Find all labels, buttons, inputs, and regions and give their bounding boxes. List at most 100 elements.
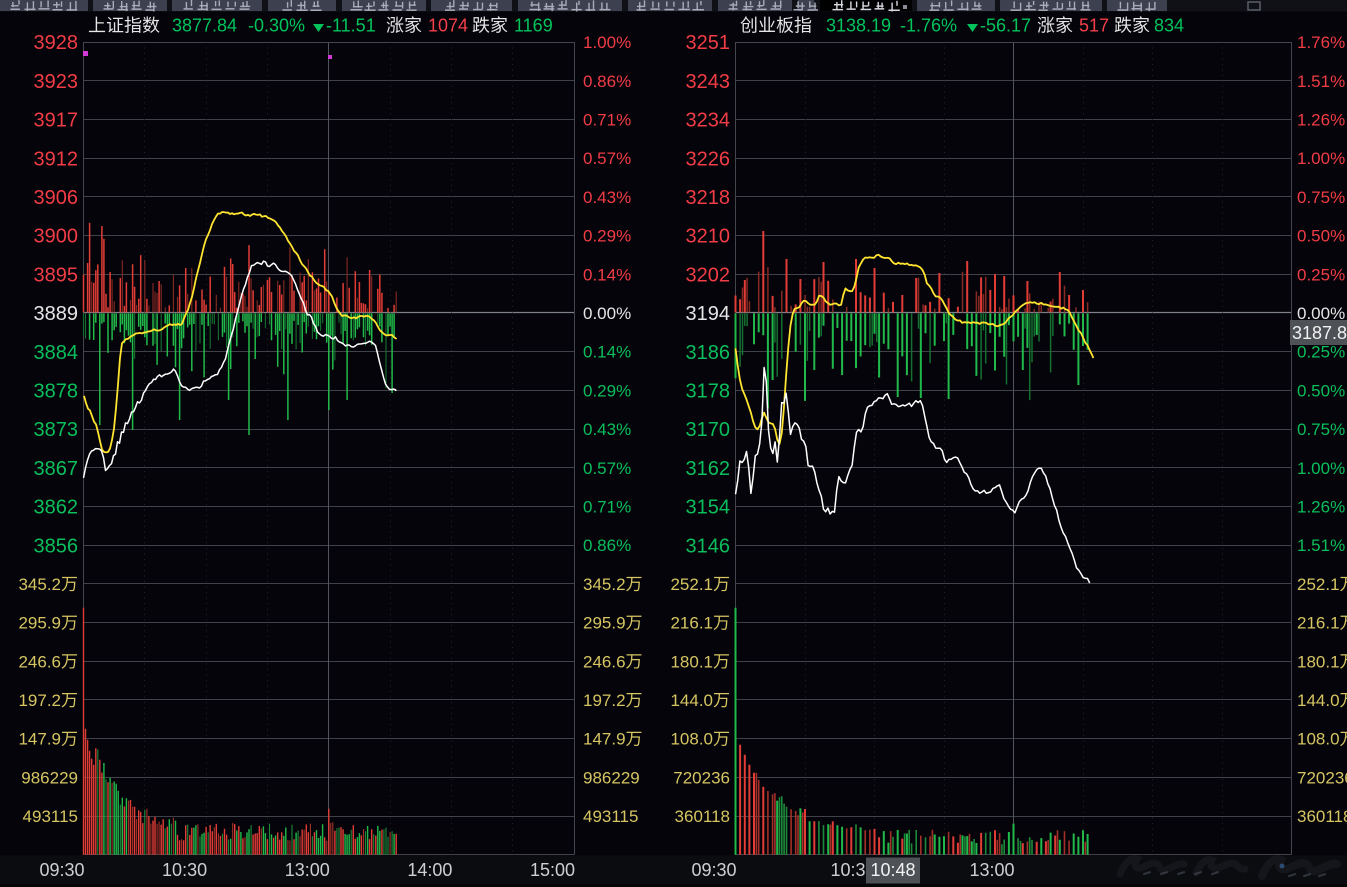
- svg-text:1074: 1074: [428, 16, 468, 36]
- svg-text:147.9: 147.9: [583, 730, 626, 749]
- svg-text:0.29%: 0.29%: [583, 227, 631, 246]
- svg-text:15:00: 15:00: [530, 860, 575, 880]
- svg-text:147.9: 147.9: [18, 730, 61, 749]
- svg-text:1.00%: 1.00%: [583, 33, 631, 52]
- svg-text:3884: 3884: [34, 342, 79, 364]
- svg-text:3923: 3923: [34, 71, 79, 93]
- svg-text:0.50%: 0.50%: [1297, 381, 1345, 400]
- svg-text:0.25%: 0.25%: [1297, 265, 1345, 284]
- svg-text:3862: 3862: [34, 497, 79, 519]
- svg-text:3162: 3162: [686, 458, 731, 480]
- svg-text:-56.17: -56.17: [980, 16, 1031, 36]
- svg-text:3912: 3912: [34, 148, 79, 170]
- svg-text:14:00: 14:00: [407, 860, 452, 880]
- svg-text:180.1: 180.1: [670, 652, 713, 671]
- svg-text:108.0: 108.0: [1297, 730, 1340, 749]
- svg-text:3234: 3234: [686, 110, 731, 132]
- svg-text:3170: 3170: [686, 419, 731, 441]
- svg-text:3873: 3873: [34, 419, 79, 441]
- svg-text:3928: 3928: [34, 32, 79, 54]
- svg-text:197.2: 197.2: [18, 691, 61, 710]
- svg-text:197.2: 197.2: [583, 691, 626, 710]
- svg-text:-0.30%: -0.30%: [248, 16, 305, 36]
- svg-text:252.1: 252.1: [670, 575, 713, 594]
- svg-text:252.1: 252.1: [1297, 575, 1340, 594]
- svg-text:3889: 3889: [34, 303, 79, 325]
- svg-text:3138.19: 3138.19: [826, 16, 891, 36]
- svg-text:0.00%: 0.00%: [583, 304, 631, 323]
- svg-text:3900: 3900: [34, 226, 79, 248]
- svg-text:360118: 360118: [675, 807, 730, 826]
- svg-text:09:30: 09:30: [691, 860, 736, 880]
- svg-text:0.71%: 0.71%: [583, 498, 631, 517]
- svg-text:3917: 3917: [34, 110, 79, 132]
- svg-text:360118: 360118: [1297, 807, 1347, 826]
- svg-text:0.75%: 0.75%: [1297, 420, 1345, 439]
- svg-text:10:30: 10:30: [162, 860, 207, 880]
- svg-text:1.26%: 1.26%: [1297, 111, 1345, 130]
- svg-text:144.0: 144.0: [1297, 691, 1340, 710]
- svg-text:0.14%: 0.14%: [583, 343, 631, 362]
- svg-text:720236: 720236: [1297, 768, 1347, 787]
- svg-text:0.25%: 0.25%: [1297, 343, 1345, 362]
- svg-text:834: 834: [1154, 16, 1184, 36]
- svg-text:180.1: 180.1: [1297, 652, 1340, 671]
- svg-text:1.00%: 1.00%: [1297, 459, 1345, 478]
- svg-text:3895: 3895: [34, 264, 79, 286]
- svg-text:0.86%: 0.86%: [583, 72, 631, 91]
- svg-text:295.9: 295.9: [18, 614, 61, 633]
- svg-text:0.50%: 0.50%: [1297, 227, 1345, 246]
- svg-text:3210: 3210: [686, 226, 731, 248]
- svg-text:10:48: 10:48: [870, 860, 915, 880]
- svg-text:986229: 986229: [583, 768, 640, 787]
- svg-text:13:00: 13:00: [285, 860, 330, 880]
- svg-text:3226: 3226: [686, 148, 731, 170]
- svg-text:345.2: 345.2: [583, 575, 626, 594]
- svg-text:246.6: 246.6: [583, 652, 626, 671]
- svg-text:345.2: 345.2: [18, 575, 61, 594]
- svg-text:3202: 3202: [686, 264, 731, 286]
- svg-text:108.0: 108.0: [670, 730, 713, 749]
- svg-text:1.00%: 1.00%: [1297, 149, 1345, 168]
- svg-text:1169: 1169: [514, 16, 553, 36]
- svg-text:3194: 3194: [686, 303, 731, 325]
- svg-text:3867: 3867: [34, 458, 79, 480]
- svg-text:-11.51: -11.51: [326, 16, 376, 36]
- svg-text:493115: 493115: [583, 807, 638, 826]
- svg-text:09:30: 09:30: [39, 860, 84, 880]
- svg-text:0.43%: 0.43%: [583, 188, 631, 207]
- svg-text:3251: 3251: [686, 32, 731, 54]
- svg-text:295.9: 295.9: [583, 614, 626, 633]
- svg-text:1.76%: 1.76%: [1297, 33, 1345, 52]
- svg-text:517: 517: [1079, 16, 1109, 36]
- svg-text:216.1: 216.1: [670, 614, 713, 633]
- svg-text:3146: 3146: [686, 535, 731, 557]
- svg-text:10:30: 10:30: [830, 860, 875, 880]
- svg-text:0.29%: 0.29%: [583, 381, 631, 400]
- svg-text:3186: 3186: [686, 342, 731, 364]
- svg-text:3906: 3906: [34, 187, 79, 209]
- svg-text:3187.8: 3187.8: [1292, 323, 1347, 343]
- svg-text:1.26%: 1.26%: [1297, 498, 1345, 517]
- svg-text:3878: 3878: [34, 381, 79, 403]
- svg-text:0.71%: 0.71%: [583, 111, 631, 130]
- svg-text:0.14%: 0.14%: [583, 265, 631, 284]
- svg-text:3178: 3178: [686, 381, 731, 403]
- svg-text:3877.84: 3877.84: [172, 16, 237, 36]
- svg-text:1.51%: 1.51%: [1297, 536, 1345, 555]
- svg-text:1.51%: 1.51%: [1297, 72, 1345, 91]
- svg-text:0.57%: 0.57%: [583, 459, 631, 478]
- svg-text:246.6: 246.6: [18, 652, 61, 671]
- svg-text:0.43%: 0.43%: [583, 420, 631, 439]
- svg-text:216.1: 216.1: [1297, 614, 1340, 633]
- svg-text:-1.76%: -1.76%: [900, 16, 957, 36]
- svg-text:3154: 3154: [686, 497, 731, 519]
- svg-text:0.86%: 0.86%: [583, 536, 631, 555]
- svg-text:720236: 720236: [673, 768, 730, 787]
- svg-text:13:00: 13:00: [969, 860, 1014, 880]
- svg-text:144.0: 144.0: [670, 691, 713, 710]
- svg-text:3856: 3856: [34, 535, 79, 557]
- svg-text:3243: 3243: [686, 71, 731, 93]
- svg-text:0.00%: 0.00%: [1297, 304, 1345, 323]
- svg-text:0.57%: 0.57%: [583, 149, 631, 168]
